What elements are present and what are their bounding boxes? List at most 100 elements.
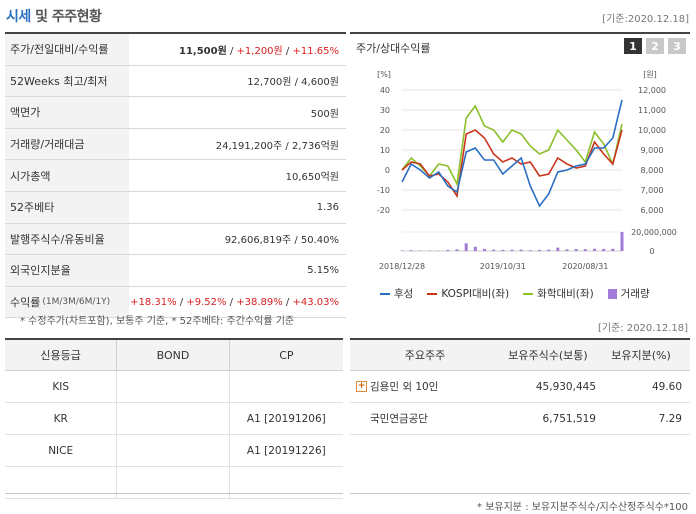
col-shares: 보유주식수(보통) [508, 349, 588, 362]
volume-bar [583, 249, 587, 251]
legend-stock: 후성 [380, 286, 413, 301]
legend-sector: 화학대비(좌) [523, 286, 594, 301]
volume-bar [483, 248, 486, 251]
legend-label: 거래량 [620, 288, 650, 300]
cell-agency: KR [53, 412, 68, 425]
x-tick-label: 2018/12/28 [379, 262, 425, 271]
cell-agency: KIS [52, 380, 69, 393]
cell-cp: A1 [20191206] [228, 403, 343, 434]
row-label: 주가/전일대비/수익률 [5, 34, 129, 65]
chart-tabs: 1 2 3 [624, 38, 686, 54]
row-value: 5.15% [307, 264, 339, 276]
cell-holder: + 김용민 외 10인 [350, 379, 500, 394]
row-value: 92,606,819주 / 50.40% [224, 235, 339, 247]
col-agency: 신용등급 [40, 349, 81, 362]
price-info-table: 주가/전일대비/수익률 11,500원 / +1,200원 / +11.65% … [5, 32, 346, 319]
right-tick-label: 6,000 [641, 206, 664, 215]
volume-bar [538, 249, 541, 251]
row-label: 외국인지분율 [5, 255, 129, 286]
series-line [401, 104, 623, 187]
left-tick-label: 10 [380, 146, 390, 155]
x-tick-label: 2019/10/31 [480, 262, 526, 271]
right-tick-label: 11,000 [638, 106, 666, 115]
row-value: 10,650억원 [285, 172, 339, 184]
cell-bond [116, 403, 228, 434]
volume-bar [556, 247, 560, 251]
expand-plus-icon[interactable]: + [356, 381, 367, 392]
row-shares: 발행주식수/유동비율 92,606,819주 / 50.40% [5, 223, 346, 256]
chart-tab-3[interactable]: 3 [668, 38, 686, 54]
legend-swatch [380, 292, 390, 295]
volume-bar [409, 250, 413, 251]
section-title: 시세 및 주주현황 [6, 6, 102, 26]
cell-shares: 6,751,519 [542, 412, 596, 425]
left-tick-label: 20 [380, 126, 390, 135]
row-value: 1.36 [316, 201, 339, 213]
chart-title: 주가/상대수익률 [356, 42, 431, 55]
volume-bar [473, 246, 477, 251]
table-row: 국민연금공단 6,751,519 7.29 [350, 403, 690, 435]
volume-bar [501, 249, 505, 251]
return-1m: +18.31% [130, 296, 177, 308]
row-label: 액면가 [5, 97, 129, 128]
chart-legend: 후성 KOSPI대비(좌) 화학대비(좌) 거래량 [380, 286, 650, 301]
returns-period: (1M/3M/6M/1Y) [42, 297, 111, 308]
col-pct: 보유지분(%) [611, 349, 671, 362]
col-holder: 주요주주 [404, 349, 446, 362]
table-row [5, 467, 343, 499]
left-tick-label: -10 [377, 186, 390, 195]
row-label: 52주베타 [5, 191, 129, 223]
left-axis-unit: [%] [377, 70, 391, 79]
row-foreign: 외국인지분율 5.15% [5, 255, 346, 287]
legend-kospi: KOSPI대비(좌) [427, 286, 509, 301]
volume-tick-label: 20,000,000 [631, 228, 677, 237]
current-price: 11,500원 [179, 45, 227, 57]
chart-tab-2[interactable]: 2 [646, 38, 664, 54]
holders-as-of: [기준: 2020.12.18] [597, 323, 688, 334]
table-row: KIS [5, 371, 343, 403]
volume-bar [565, 249, 569, 251]
legend-label: 화학대비(좌) [537, 288, 594, 300]
series-line [401, 129, 623, 199]
cell-holder: 국민연금공단 [350, 411, 500, 426]
returns-label: 수익률 [10, 296, 41, 310]
volume-bar [446, 249, 450, 251]
right-tick-label: 7,000 [641, 186, 664, 195]
row-par: 액면가 500원 [5, 97, 346, 129]
volume-bar [492, 249, 496, 251]
holder-name: 국민연금공단 [370, 413, 428, 425]
x-tick-label: 2020/08/31 [562, 262, 608, 271]
volume-bar [611, 248, 615, 251]
legend-volume: 거래량 [607, 286, 650, 301]
chart-panel: 주가/상대수익률 1 2 3 [%] [원] 40 12,000 30 11,000 20 1… [350, 32, 690, 312]
cell-bond [116, 435, 228, 466]
row-returns: 수익률 (1M/3M/6M/1Y) +18.31% / +9.52% / +38.… [5, 286, 346, 319]
col-cp: CP [228, 340, 343, 370]
divider [350, 493, 690, 494]
table-header: 주요주주 보유주식수(보통) 보유지분(%) [350, 340, 690, 371]
left-tick-label: -20 [377, 206, 390, 215]
row-value: +18.31% / +9.52% / +38.89% / +43.03% [130, 296, 339, 308]
section-header: 시세 및 주주현황 [0, 0, 350, 32]
legend-label: KOSPI대비(좌) [441, 288, 510, 300]
left-tick-label: 30 [380, 106, 390, 115]
cell-agency: NICE [48, 444, 74, 457]
row-label: 발행주식수/유동비율 [5, 223, 129, 255]
volume-bar [400, 250, 404, 251]
volume-bar [593, 248, 596, 251]
cell-cp: A1 [20191226] [228, 435, 343, 466]
credit-rating-table: 신용등급 BOND CP KIS KR A1 [20191206] NICE A… [5, 338, 343, 499]
table-row: NICE A1 [20191226] [5, 435, 343, 467]
cell-cp [228, 467, 343, 498]
holder-name: 김용민 외 10인 [370, 381, 439, 393]
row-label: 거래량/거래대금 [5, 128, 129, 160]
chart-tab-1[interactable]: 1 [624, 38, 642, 54]
right-tick-label: 9,000 [641, 146, 664, 155]
row-market-cap: 시가총액 10,650억원 [5, 160, 346, 192]
volume-tick-label: 0 [649, 247, 654, 256]
return-3m: +9.52% [186, 296, 227, 308]
footnote-info: * 수정주가(차트포함), 보통주 기준, * 52주베타: 주간수익률 기준 [20, 316, 295, 327]
return-6m: +38.89% [236, 296, 283, 308]
legend-swatch [607, 288, 617, 299]
